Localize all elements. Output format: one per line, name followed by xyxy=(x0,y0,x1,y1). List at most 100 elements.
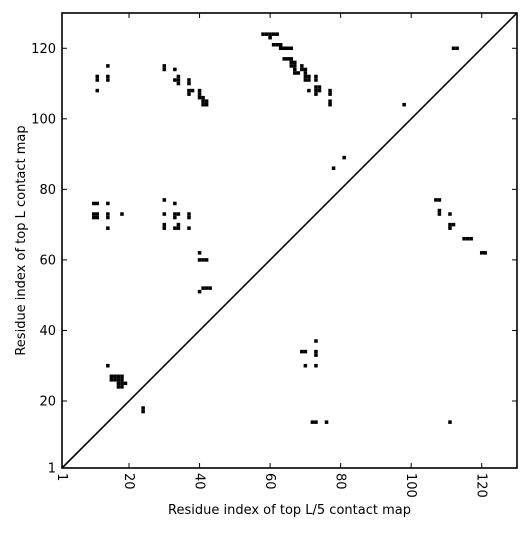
upper-point-34 xyxy=(278,46,283,51)
upper-point-52 xyxy=(303,74,308,79)
upper-point-5 xyxy=(106,64,110,68)
y-tick-label-4: 80 xyxy=(39,183,56,198)
upper-point-47 xyxy=(293,60,297,65)
upper-point-42 xyxy=(289,57,294,61)
upper-point-97 xyxy=(197,289,202,294)
upper-point-58 xyxy=(314,92,318,96)
lower-point-5 xyxy=(314,349,318,354)
upper-point-1 xyxy=(95,78,100,82)
lower-point-16 xyxy=(448,212,452,216)
upper-point-96 xyxy=(187,212,191,216)
lower-point-10 xyxy=(434,198,438,202)
upper-point-122 xyxy=(141,406,145,410)
upper-point-16 xyxy=(187,78,191,82)
upper-point-102 xyxy=(204,286,209,290)
upper-point-38 xyxy=(285,57,290,61)
lower-point-23 xyxy=(448,420,452,424)
upper-point-99 xyxy=(197,251,202,255)
upper-point-71 xyxy=(455,46,459,51)
lower-point-0 xyxy=(300,349,304,354)
upper-point-116 xyxy=(120,385,124,389)
lower-point-17 xyxy=(451,222,456,227)
upper-point-113 xyxy=(116,381,121,386)
upper-point-108 xyxy=(109,378,114,382)
lower-point-6 xyxy=(314,339,318,343)
lower-point-12 xyxy=(437,208,442,213)
upper-point-80 xyxy=(106,212,110,216)
upper-point-51 xyxy=(303,78,308,82)
upper-point-14 xyxy=(187,88,191,93)
y-tick-label-3: 60 xyxy=(39,253,56,268)
lower-point-21 xyxy=(479,251,484,255)
upper-point-37 xyxy=(282,46,286,51)
upper-point-112 xyxy=(116,385,121,389)
upper-point-27 xyxy=(264,32,269,36)
upper-point-60 xyxy=(314,85,318,89)
lower-point-22 xyxy=(483,251,488,255)
upper-point-44 xyxy=(293,71,297,75)
points-layer xyxy=(91,32,488,424)
upper-point-111 xyxy=(113,374,117,379)
upper-point-92 xyxy=(176,222,181,227)
upper-point-9 xyxy=(173,67,177,72)
upper-point-69 xyxy=(402,102,406,107)
upper-point-94 xyxy=(187,226,191,230)
upper-point-48 xyxy=(296,71,301,75)
upper-point-101 xyxy=(201,258,205,262)
upper-point-41 xyxy=(289,60,294,65)
upper-point-28 xyxy=(268,35,272,40)
upper-point-76 xyxy=(95,212,100,216)
upper-point-56 xyxy=(307,78,311,82)
x-tick-label-1: 20 xyxy=(121,473,136,490)
upper-point-54 xyxy=(303,67,308,72)
lower-point-8 xyxy=(314,420,318,424)
y-tick-label-2: 40 xyxy=(39,324,56,339)
upper-point-15 xyxy=(187,81,191,86)
lower-point-4 xyxy=(314,353,318,357)
lower-point-3 xyxy=(314,363,318,368)
upper-point-66 xyxy=(328,99,332,103)
upper-point-35 xyxy=(278,42,283,47)
upper-point-68 xyxy=(328,88,332,93)
lower-point-9 xyxy=(324,420,329,424)
upper-point-39 xyxy=(285,46,290,51)
upper-point-18 xyxy=(197,95,202,100)
upper-point-17 xyxy=(190,88,195,93)
upper-point-84 xyxy=(162,222,167,227)
lower-point-18 xyxy=(462,236,466,241)
y-axis-label: Residue index of top L contact map xyxy=(14,125,29,355)
upper-point-26 xyxy=(261,32,265,36)
upper-point-118 xyxy=(120,378,124,382)
upper-point-65 xyxy=(328,102,332,107)
upper-point-109 xyxy=(109,374,114,379)
upper-point-57 xyxy=(307,74,311,79)
lower-point-13 xyxy=(437,198,442,202)
upper-point-67 xyxy=(328,92,332,96)
upper-point-119 xyxy=(120,374,124,379)
upper-point-73 xyxy=(91,212,96,216)
upper-point-110 xyxy=(113,378,117,382)
upper-point-3 xyxy=(106,78,110,82)
upper-point-63 xyxy=(317,88,322,93)
upper-point-6 xyxy=(162,67,167,72)
x-tick-label-0: 1 xyxy=(54,473,69,481)
x-tick-label-3: 60 xyxy=(262,473,277,490)
upper-point-78 xyxy=(106,226,110,230)
upper-point-2 xyxy=(95,74,100,79)
upper-point-107 xyxy=(106,363,110,368)
upper-point-82 xyxy=(120,212,124,216)
upper-point-89 xyxy=(173,212,177,216)
upper-point-10 xyxy=(176,81,181,86)
upper-point-13 xyxy=(187,92,191,96)
lower-point-11 xyxy=(437,212,442,216)
upper-point-31 xyxy=(271,32,276,36)
upper-point-12 xyxy=(176,74,181,79)
upper-point-21 xyxy=(201,102,205,107)
upper-point-95 xyxy=(187,215,191,220)
upper-point-90 xyxy=(173,201,177,206)
upper-point-77 xyxy=(95,201,100,206)
x-tick-label-5: 100 xyxy=(403,473,418,498)
lower-point-2 xyxy=(303,349,308,354)
